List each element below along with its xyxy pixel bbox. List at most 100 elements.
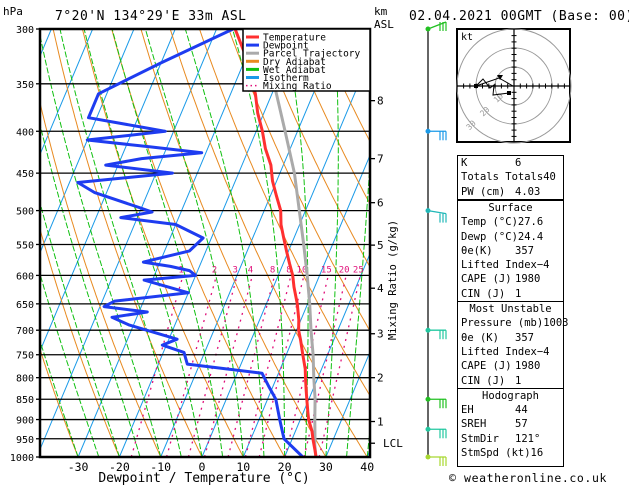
pressure-tick-label: 400 (16, 127, 34, 138)
isotherm-line (325, 350, 370, 457)
index-label: CAPE (J) (461, 273, 512, 286)
pressure-axis: 300 350 400 450 500 550 600 650 700 750 800 850 900 9… (10, 25, 40, 464)
datetime-label: 02.04.2021 00GMT (Base: 00) (409, 9, 629, 24)
wind-barb (425, 426, 447, 439)
index-label: SREH (461, 418, 487, 431)
index-label: EH (461, 404, 474, 417)
index-value: 1 (515, 374, 522, 387)
wind-barb (425, 21, 447, 32)
legend-label: Mixing Ratio (263, 81, 332, 92)
dry-adiabat-line (580, 29, 629, 457)
pressure-tick-label: 600 (16, 271, 34, 282)
index-row: StmSpd (kt) 16 (458, 446, 563, 460)
mixing-ratio-label: 4 (248, 265, 253, 275)
most-unstable-title: Most Unstable (458, 301, 563, 316)
height-tick-label: 5 (377, 239, 384, 252)
mixing-ratio-label: 10 (297, 265, 308, 275)
mixing-ratio-labels: 1 2 3 4 8 8 10 15 20 25 (178, 265, 363, 275)
wet-adiabat-line (346, 156, 370, 457)
legend-label: Dry Adiabat (263, 57, 326, 68)
surface-title: Surface (488, 202, 533, 214)
index-value: 16 (530, 447, 544, 460)
index-label: StmDir (461, 432, 499, 445)
height-tick-label: 1 (377, 416, 384, 429)
mixing-ratio-label: 2 (212, 265, 217, 275)
wind-barb (425, 327, 447, 340)
temperature-axis: -30 -20 -10 0 10 20 30 40 (68, 460, 374, 474)
index-label: StmSpd (kt) (461, 447, 531, 460)
pressure-tick-label: 450 (16, 169, 34, 180)
index-value: 44 (515, 404, 528, 417)
pressure-tick-label: 900 (16, 416, 34, 427)
mixing-ratio-label: 3 (232, 265, 237, 275)
height-tick-label: 6 (377, 197, 384, 210)
isotherm-line (284, 252, 370, 457)
pressure-tick-label: 800 (16, 374, 34, 385)
mixing-ratio-label: 1 (178, 265, 183, 275)
isotherm-line (0, 29, 10, 457)
storm-motion-marker (497, 75, 503, 80)
pressure-tick-label: 1000 (10, 453, 34, 464)
wind-barb (425, 396, 447, 409)
dry-adiabat-line (140, 29, 327, 457)
mixing-ratio-axis-label: Mixing Ratio (g/kg) (387, 220, 399, 340)
pressure-tick-label: 700 (16, 326, 34, 337)
index-row: Lifted Index −4 (458, 258, 563, 272)
asl-unit-label: ASL (374, 18, 394, 31)
temperature-tick-label: 30 (319, 460, 333, 474)
index-label: CIN (J) (461, 287, 506, 300)
isotherm-line (40, 29, 218, 451)
hodograph-panel-title: Hodograph (458, 387, 563, 403)
hodograph-start-marker (507, 91, 511, 95)
isotherm-line (118, 29, 300, 457)
isotherm-line (242, 154, 370, 457)
index-value: 24.4 (517, 230, 544, 243)
pressure-tick-label: 750 (16, 351, 34, 362)
temperature-tick-label: 40 (360, 460, 374, 474)
height-tick-label: LCL (383, 437, 403, 450)
wind-barbs (425, 21, 447, 466)
index-label: Lifted Index (461, 259, 537, 272)
index-value: 4.03 (515, 185, 541, 198)
height-tick-label: 8 (377, 95, 384, 108)
index-label: Totals Totals (461, 171, 544, 184)
temperature-tick-label: 10 (236, 460, 250, 474)
height-tick-label: 7 (377, 153, 384, 166)
dewpoint-line (76, 29, 304, 457)
legend-label: Wet Adiabat (263, 65, 326, 76)
index-value: 40 (543, 171, 556, 184)
index-row: θe(K) 357 (458, 244, 563, 258)
temperature-tick-label: 20 (278, 460, 292, 474)
height-tick-label: 3 (377, 328, 384, 341)
index-label: K (461, 157, 468, 169)
x-axis-label: Dewpoint / Temperature (°C) (98, 471, 309, 486)
mixing-ratio-label: 8 (270, 265, 275, 275)
isotherm-line (201, 55, 370, 457)
index-value: 357 (515, 244, 534, 257)
index-value: 57 (515, 418, 528, 431)
wet-adiabat-line (325, 29, 339, 457)
pressure-tick-label: 350 (16, 80, 34, 91)
dry-adiabat-line (609, 29, 629, 457)
temperature-tick-label: -20 (109, 460, 130, 474)
pressure-tick-label: 300 (16, 25, 34, 36)
plot-frame (38, 27, 372, 459)
wind-barb (425, 128, 447, 141)
index-label: Dewp (°C) (461, 230, 518, 243)
mixing-ratio-line (303, 275, 347, 457)
index-label: Temp (°C) (461, 216, 518, 229)
index-row: Dewp (°C) 24.4 (458, 230, 563, 244)
index-value: 357 (515, 331, 534, 344)
pressure-tick-label: 850 (16, 395, 34, 406)
dry-adiabat-line (286, 29, 370, 205)
index-label: θe (K) (461, 331, 499, 344)
index-value: 6 (515, 157, 522, 169)
wet-adiabat-line (40, 272, 100, 457)
height-tick-label: 2 (377, 372, 384, 385)
wet-adiabat-line (40, 122, 141, 457)
mixing-ratio-label: 8 (286, 265, 291, 275)
mixing-ratio-label: 20 (339, 265, 350, 275)
